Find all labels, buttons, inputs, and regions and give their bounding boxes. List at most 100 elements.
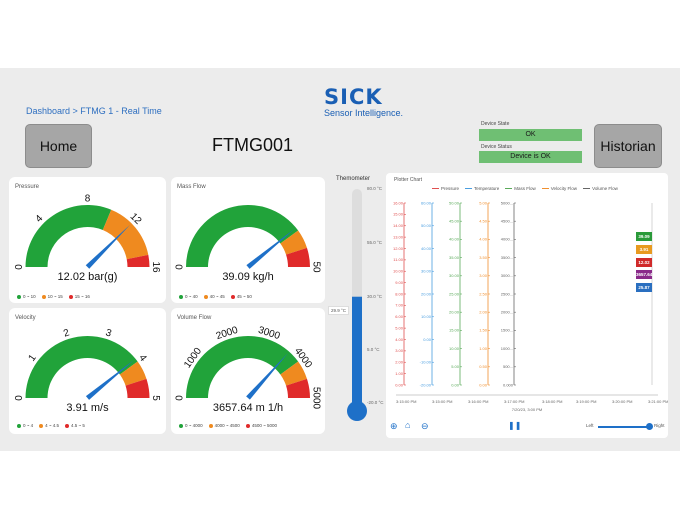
plotter-legend-item[interactable]: Velocity Flow xyxy=(541,186,577,191)
plotter-tick-label: 60.00 xyxy=(421,200,432,205)
plotter-tick-label: 50.00 xyxy=(449,200,460,205)
gauge-band-alarm xyxy=(126,254,150,267)
gauge-legend: 0 ~ 40 40 ~ 45 45 ~ 50 xyxy=(179,294,252,299)
plotter-tick-label: 12.00 xyxy=(393,246,404,251)
plotter-tick-label: 3.00 xyxy=(479,273,488,278)
plotter-tick-label: 2.00 xyxy=(395,360,404,365)
thermometer-tick: 55.0 °C xyxy=(367,240,383,245)
thermometer-tick: -20.0 °C xyxy=(367,400,384,405)
time-slider-handle[interactable] xyxy=(646,423,653,430)
gauge-band-warning xyxy=(280,361,307,386)
gauge-tick-label: 5000 xyxy=(310,387,321,410)
home-icon[interactable]: ⌂ xyxy=(405,420,411,430)
pause-icon[interactable]: ❚❚ xyxy=(508,421,522,430)
gauge-tick-label: 5 xyxy=(150,395,161,401)
gauge-value: 3.91 m/s xyxy=(66,402,109,414)
gauge-title: Pressure xyxy=(15,184,40,190)
plotter-tick-label: 8.00 xyxy=(395,291,404,296)
mass-flow-gauge: 0 50 xyxy=(175,205,321,273)
velocity-gauge: 0 1 2 3 4 5 xyxy=(14,327,161,401)
gauge-title: Velocity xyxy=(15,315,36,321)
gauge-legend-item: 40 ~ 45 xyxy=(203,294,225,299)
plotter-tick-label: 30.00 xyxy=(421,269,432,274)
plotter-value-tag: 12.02 xyxy=(636,258,652,267)
gauge-legend-item: 0 ~ 40 xyxy=(179,294,198,299)
thermometer-tick: 80.0 °C xyxy=(367,186,383,191)
plotter-tick-label: 5000... xyxy=(501,200,513,205)
gauge-tick-label: 4 xyxy=(136,353,148,364)
zoom-in-icon[interactable]: ⊕ xyxy=(390,421,398,431)
gauge-legend-item: 4 ~ 4.5 xyxy=(39,423,59,428)
plotter-tick-label: 5.00 xyxy=(395,325,404,330)
plotter-tick-label: 4.50 xyxy=(479,219,488,224)
volume-flow-gauge-card: Volume Flow 0 1000 2000 3000 4000 5000 3657.6… xyxy=(171,308,325,434)
gauge-needle xyxy=(246,229,295,269)
plotter-chart[interactable]: 16.00 15.00 14.00 13.00 12.00 11.00 10.00 9.00 8… xyxy=(386,173,668,418)
gauge-tick-label: 16 xyxy=(150,261,161,273)
plotter-tick-label: 1.50 xyxy=(479,328,488,333)
brand-tagline: Sensor Intelligence. xyxy=(324,108,404,118)
thermometer-bulb xyxy=(347,401,367,421)
plotter-tick-label: 3.00 xyxy=(395,348,404,353)
plotter-value-tag: 39.09 xyxy=(636,232,652,241)
gauge-tick-label: 1 xyxy=(27,352,39,363)
plotter-x-tick: 3:18:00 PM xyxy=(542,399,562,404)
gauge-tick-label: 50 xyxy=(310,261,321,273)
plotter-legend-item[interactable]: Mass Flow xyxy=(505,186,536,191)
plotter-chart-card: Plotter Chart Pressure Temperature Mass Fl… xyxy=(386,173,668,438)
device-state-label: Device State xyxy=(481,121,510,127)
plotter-tick-label: 3500... xyxy=(501,255,513,260)
plotter-legend-item[interactable]: Temperature xyxy=(465,186,499,191)
time-slider-track[interactable] xyxy=(598,426,650,428)
home-button[interactable]: Home xyxy=(25,124,92,168)
plotter-tick-label: -10.00 xyxy=(420,360,432,365)
gauge-tick-label: 0 xyxy=(175,264,186,270)
plotter-value-tag: 3.91 xyxy=(636,245,652,254)
plotter-tick-label: 0.00 xyxy=(451,382,460,387)
plotter-value-tag: 3657.643 xyxy=(636,270,655,279)
plotter-legend-item[interactable]: Pressure xyxy=(432,186,459,191)
breadcrumb[interactable]: Dashboard > FTMG 1 - Real Time xyxy=(26,106,162,116)
plotter-tick-label: 50.00 xyxy=(421,223,432,228)
plotter-tick-label: 4500... xyxy=(501,219,513,224)
plotter-tick-label: 3000... xyxy=(501,273,513,278)
plotter-tick-label: 11.00 xyxy=(393,257,403,262)
thermometer-fill xyxy=(352,296,362,408)
gauge-band-alarm xyxy=(286,247,310,267)
plotter-tick-label: 3.50 xyxy=(479,255,488,260)
gauge-band-normal xyxy=(25,205,112,267)
historian-button[interactable]: Historian xyxy=(594,124,662,168)
plotter-x-tick: 3:17:00 PM xyxy=(504,399,524,404)
gauge-legend: 0 ~ 4 4 ~ 4.5 4.5 ~ 5 xyxy=(17,423,85,428)
plotter-x-tick: 3:21:00 PM xyxy=(648,399,668,404)
plotter-tick-label: -20.00 xyxy=(420,382,432,387)
plotter-tick-label: 4000... xyxy=(501,237,513,242)
brand-name: SICK xyxy=(324,85,383,109)
plotter-date-label: 7/20/23, 3:00 PM xyxy=(512,407,542,412)
plotter-legend-item[interactable]: Volume Flow xyxy=(583,186,618,191)
plotter-controls: ⊕ ⌂ ⊖ ❚❚ Left Right xyxy=(386,419,668,435)
gauge-needle xyxy=(85,360,134,400)
device-status-badge: Device is OK xyxy=(479,151,582,163)
plotter-tick-label: 15.00 xyxy=(393,212,404,217)
plotter-tick-label: 5.00 xyxy=(451,364,460,369)
zoom-out-icon[interactable]: ⊖ xyxy=(421,421,429,431)
gauge-needle xyxy=(246,353,288,400)
plotter-tick-label: 0.000 xyxy=(503,382,514,387)
plotter-tick-label: 35.00 xyxy=(449,255,460,260)
gauge-band-alarm xyxy=(286,378,310,398)
plotter-tick-label: 14.00 xyxy=(393,223,404,228)
plotter-x-tick: 3:16:00 PM xyxy=(468,399,488,404)
plotter-tick-label: 4.00 xyxy=(395,337,404,342)
gauge-title: Mass Flow xyxy=(177,184,206,190)
slider-right-label: Right xyxy=(654,423,665,428)
gauge-tick-label: 0 xyxy=(175,395,186,401)
plotter-tick-label: 1500... xyxy=(501,328,513,333)
slider-left-label: Left xyxy=(586,423,594,428)
thermometer-tick: 5.0 °C xyxy=(367,347,380,352)
thermometer-gauge xyxy=(347,189,367,421)
gauge-band-warning xyxy=(280,230,307,255)
plotter-tick-label: 2000... xyxy=(501,310,513,315)
plotter-title: Plotter Chart xyxy=(394,177,423,183)
device-status-label: Device Status xyxy=(481,144,512,150)
